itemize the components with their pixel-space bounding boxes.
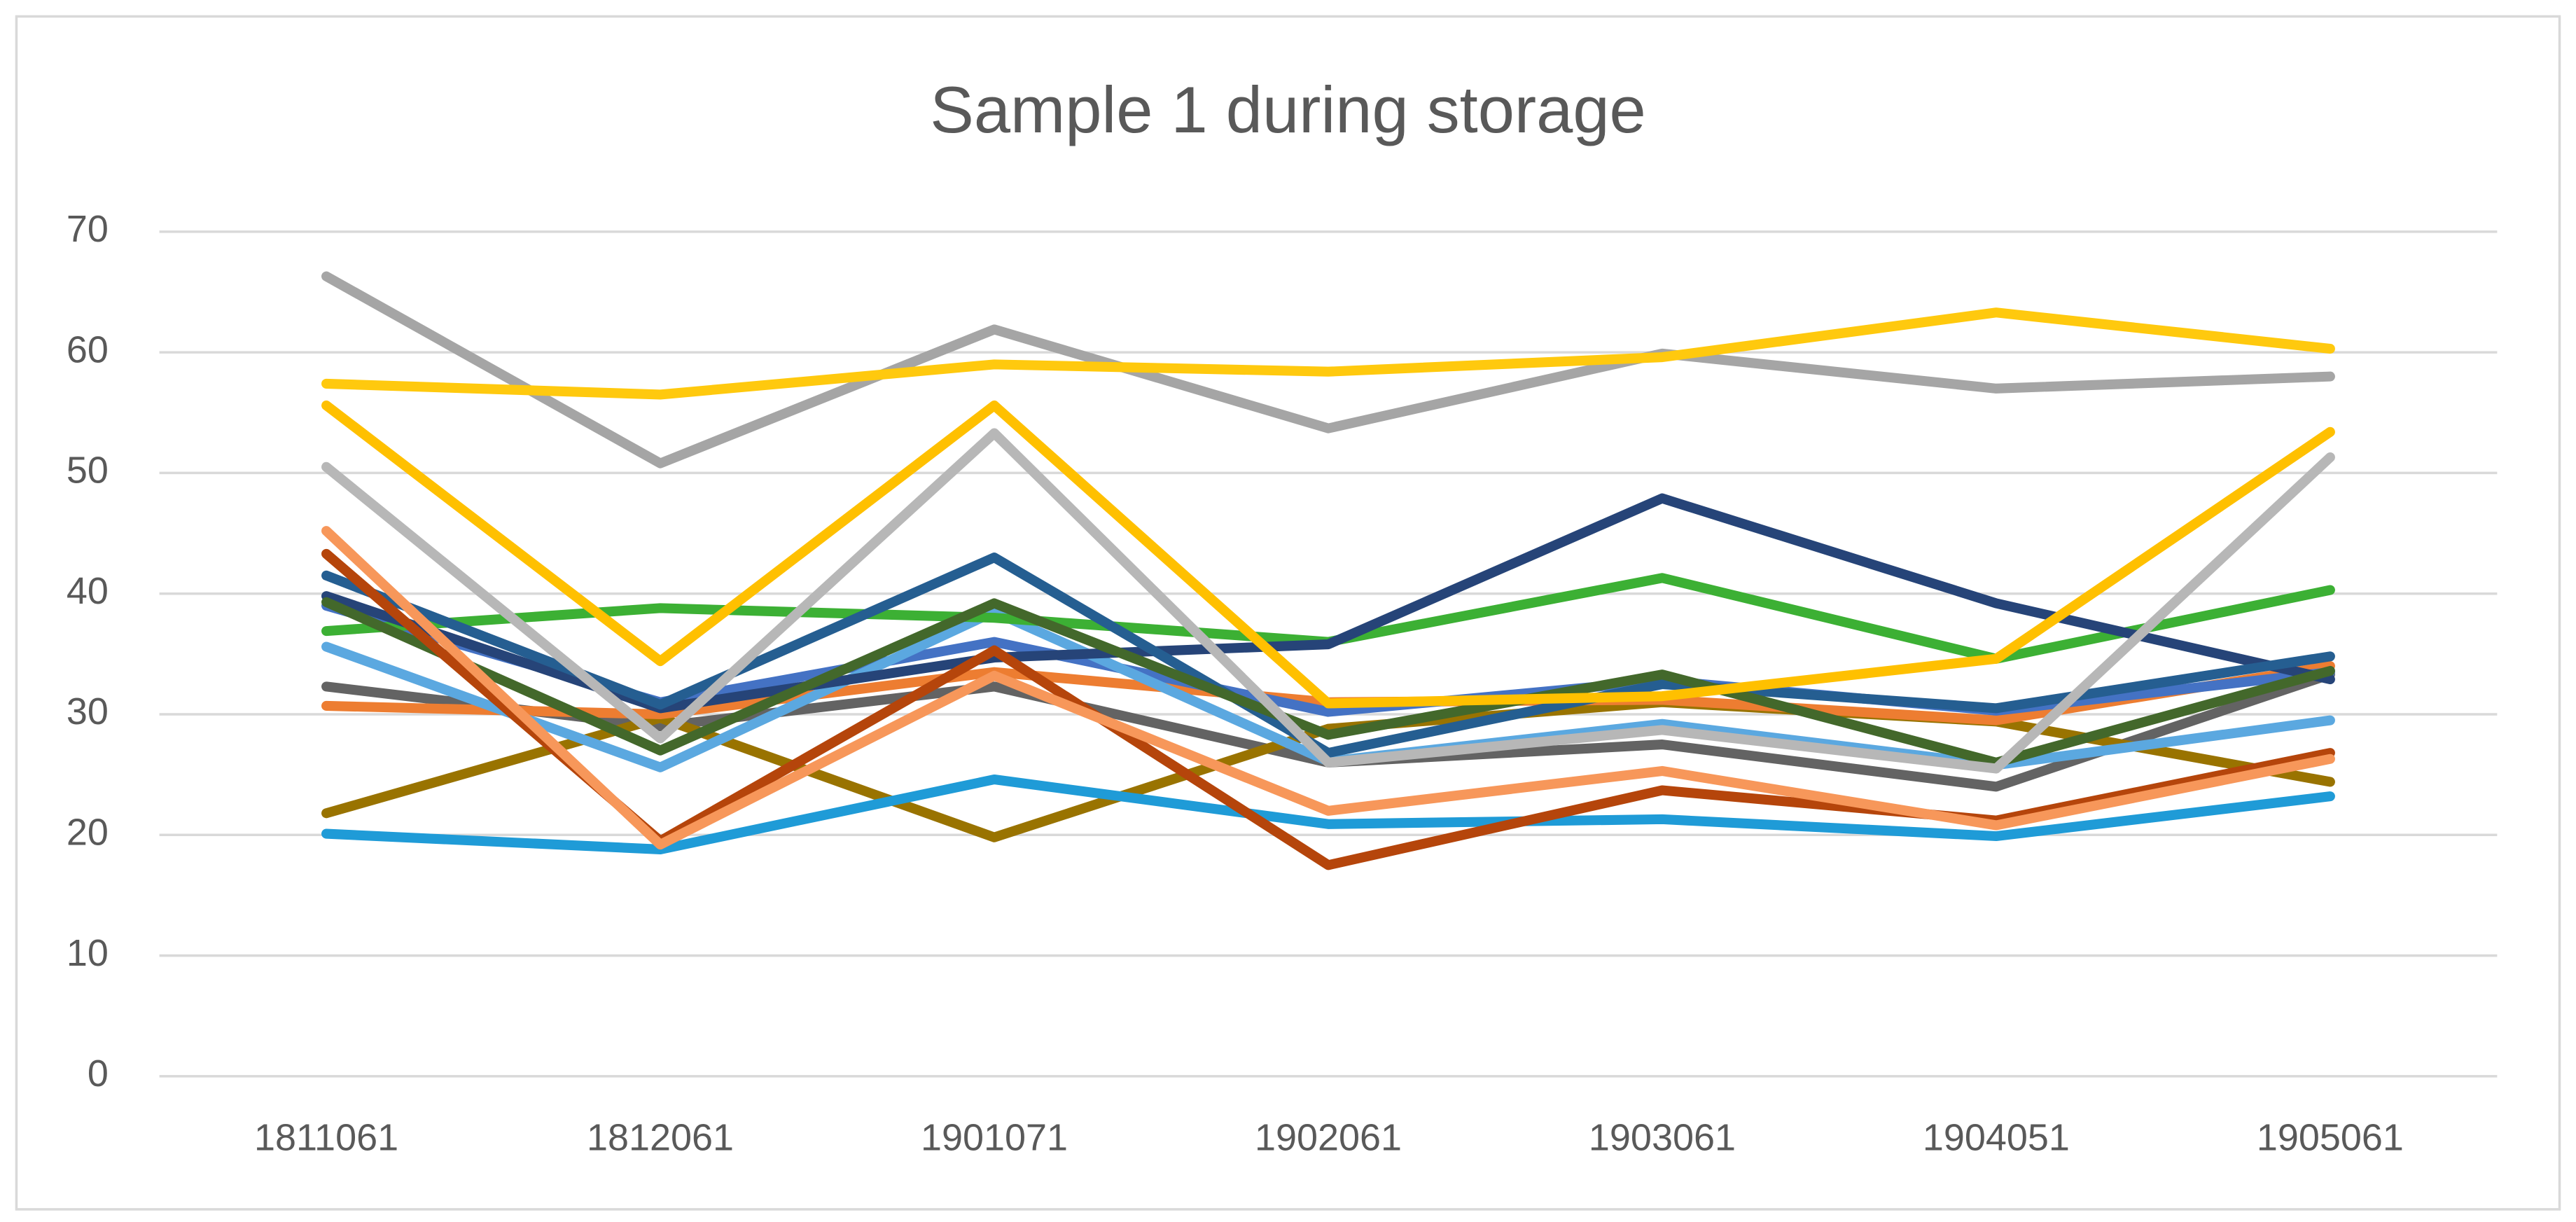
x-tick-label: 1812061 <box>587 1117 734 1159</box>
x-tick-label: 1901071 <box>921 1117 1068 1159</box>
x-tick-label: 1903061 <box>1589 1117 1736 1159</box>
x-tick-label: 1904051 <box>1923 1117 2070 1159</box>
chart-title: Sample 1 during storage <box>930 73 1645 146</box>
series-line <box>321 271 2335 468</box>
series-line <box>321 307 2335 400</box>
y-tick-label: 50 <box>67 450 109 492</box>
chart-border <box>15 15 2561 1211</box>
y-tick-label: 60 <box>67 328 109 370</box>
y-tick-label: 70 <box>67 208 109 250</box>
x-tick-label: 1902061 <box>1255 1117 1402 1159</box>
y-tick-label: 20 <box>67 812 109 854</box>
x-tick-label: 1905061 <box>2257 1117 2404 1159</box>
series-line <box>321 526 2335 850</box>
series-line <box>321 400 2335 709</box>
y-tick-label: 0 <box>88 1053 109 1095</box>
y-tick-label: 40 <box>67 570 109 612</box>
y-tick-label: 10 <box>67 932 109 974</box>
series-line <box>321 428 2335 774</box>
y-tick-label: 30 <box>67 690 109 732</box>
x-tick-label: 1811061 <box>254 1117 398 1159</box>
series-line <box>321 552 2335 758</box>
